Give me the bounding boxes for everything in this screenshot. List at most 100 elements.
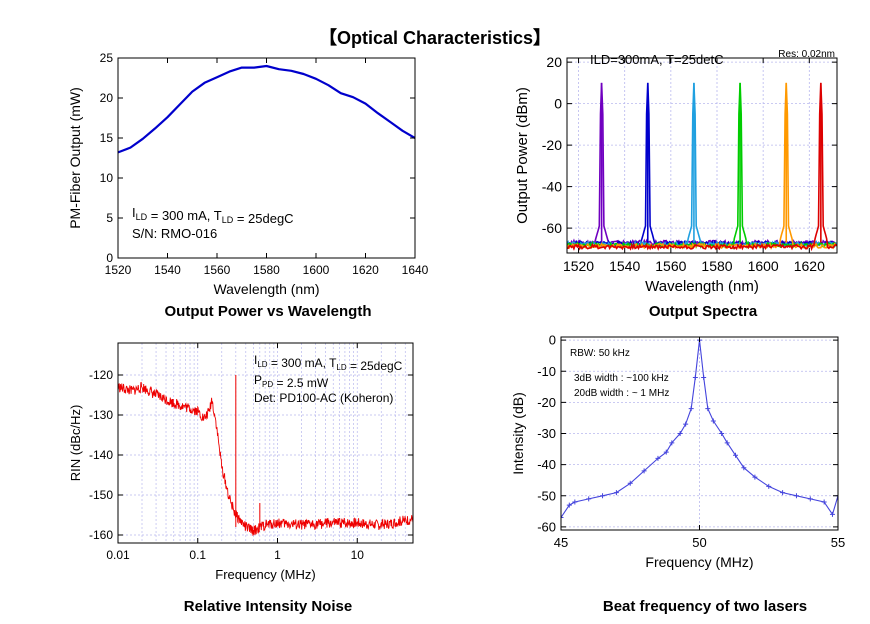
chart1-series-4 [567,82,837,250]
chart1-plot-area [567,82,837,252]
chart3-point [780,490,786,496]
chart1-ytick-label: 20 [546,54,562,70]
chart3-annotation-20db: 20dB width : ~ 1 MHz [574,388,669,399]
chart0-ytick-label: 0 [106,251,113,265]
chart3-ytick-label: 0 [549,333,556,348]
chart3-point [613,490,619,496]
chart2-xtick-label: 10 [351,548,365,562]
chart3-point [701,374,707,380]
chart3-plot-area [561,337,838,521]
chart0-ytick-label: 15 [100,131,114,145]
data-layer [118,64,838,536]
chart2-series-line [118,381,413,536]
chart1-ytick-label: 0 [554,96,562,112]
chart3-point [655,455,661,461]
chart3-point [677,431,683,436]
chart1-frame [566,57,838,254]
chart1-ytick-label: -40 [542,179,562,195]
chart3-point [829,511,835,517]
caption-output-power: Output Power vs Wavelength [164,303,372,320]
chart2-xtick-label: 0.1 [189,548,206,562]
chart2-ytick-label: -160 [89,528,113,542]
chart3-point [719,431,725,436]
chart3-ytick-label: -50 [537,488,556,503]
chart1-xtick-label: 1620 [794,258,825,274]
chart3-xtick-label: 55 [831,535,845,550]
chart1-ytick-label: -60 [542,220,562,236]
chart3-point [566,502,572,508]
chart3-ytick-label: -30 [537,426,556,441]
text-layer: 1520 1540 1560 1580 1600 1620 16400510152025Wa… [67,49,845,582]
chart2-plot-area [118,375,413,536]
chart2-annotation-power: PPD = 2.5 mW [254,373,329,390]
chart0-ytick-label: 10 [100,171,114,185]
chart3-point [807,496,813,502]
chart3-point [692,374,698,380]
chart1-series-3 [567,82,837,250]
chart2-xlabel: Frequency (MHz) [215,567,315,582]
chart0-xtick-label: 1560 [204,263,231,277]
chart1-xtick-label: 1560 [655,258,686,274]
chart2-ylabel: RIN (dBc/Hz) [68,405,83,482]
chart1-annotation-resolution: Res: 0.02nm [778,49,835,60]
chart2-annotation-conditions: ILD = 300 mA, TLD = 25degC [254,353,403,373]
chart0-annotation-serial: S/N: RMO-016 [132,226,217,241]
grid-layer [117,58,839,543]
chart3-point [572,499,578,505]
chart0-plot-area [118,64,415,154]
chart3-ytick-label: -40 [537,457,556,472]
chart3-point [641,468,647,474]
chart3-point [561,515,564,521]
chart0-xlabel: Wavelength (nm) [213,281,319,297]
chart1-xtick-label: 1540 [609,258,640,274]
chart1-xlabel: Wavelength (nm) [645,278,759,295]
chart0-xtick-label: 1540 [154,263,181,277]
chart2-xtick-label: 1 [274,548,281,562]
chart1-annotation-conditions: ILD=300mA, T=25detC [590,52,723,67]
chart3-point [627,480,633,486]
chart3-point [669,440,675,446]
chart3-point [705,406,711,412]
chart0-xtick-label: 1600 [303,263,330,277]
chart3-point [688,406,694,412]
chart3-xtick-label: 45 [554,535,568,550]
chart3-point [741,465,747,471]
chart2-ytick-label: -150 [89,488,113,502]
chart3-ytick-label: -20 [537,395,556,410]
chart3-ylabel: Intensity (dB) [510,392,526,474]
chart3-point [710,418,716,424]
chart1-xtick-label: 1580 [701,258,732,274]
chart3-point [600,493,606,499]
axes-layer [117,57,839,544]
chart1-series-2 [567,82,837,250]
chart1-ytick-label: -20 [542,137,562,153]
chart1-series-5 [567,82,837,252]
chart3-point [724,440,730,446]
chart3-point [766,483,772,489]
chart2-annotation-detector: Det: PD100-AC (Koheron) [254,391,393,405]
chart3-point [793,493,799,499]
chart0-ytick-label: 25 [100,51,114,65]
chart0-ytick-label: 5 [106,211,113,225]
chart0-xtick-label: 1580 [253,263,280,277]
chart3-point [752,474,758,480]
chart0-ylabel: PM-Fiber Output (mW) [67,87,83,229]
caption-output-spectra: Output Spectra [648,303,758,320]
chart1-xtick-label: 1600 [748,258,779,274]
chart2-ytick-label: -140 [89,448,113,462]
chart3-point [586,496,592,502]
chart3-point [683,421,689,427]
chart1-ylabel: Output Power (dBm) [514,87,531,224]
chart1-series-1 [567,82,837,248]
caption-beat-frequency: Beat frequency of two lasers [602,598,808,615]
chart1-xtick-label: 1520 [563,258,594,274]
chart2-xtick-label: 0.01 [106,548,130,562]
chart0-xtick-label: 1640 [402,263,429,277]
chart2-ytick-label: -120 [89,368,113,382]
page-title: 【Optical Characteristics】 [318,28,552,48]
chart3-xlabel: Frequency (MHz) [645,554,753,570]
chart3-point [821,499,827,505]
chart3-point [733,452,739,458]
chart1-series-0 [567,82,837,247]
